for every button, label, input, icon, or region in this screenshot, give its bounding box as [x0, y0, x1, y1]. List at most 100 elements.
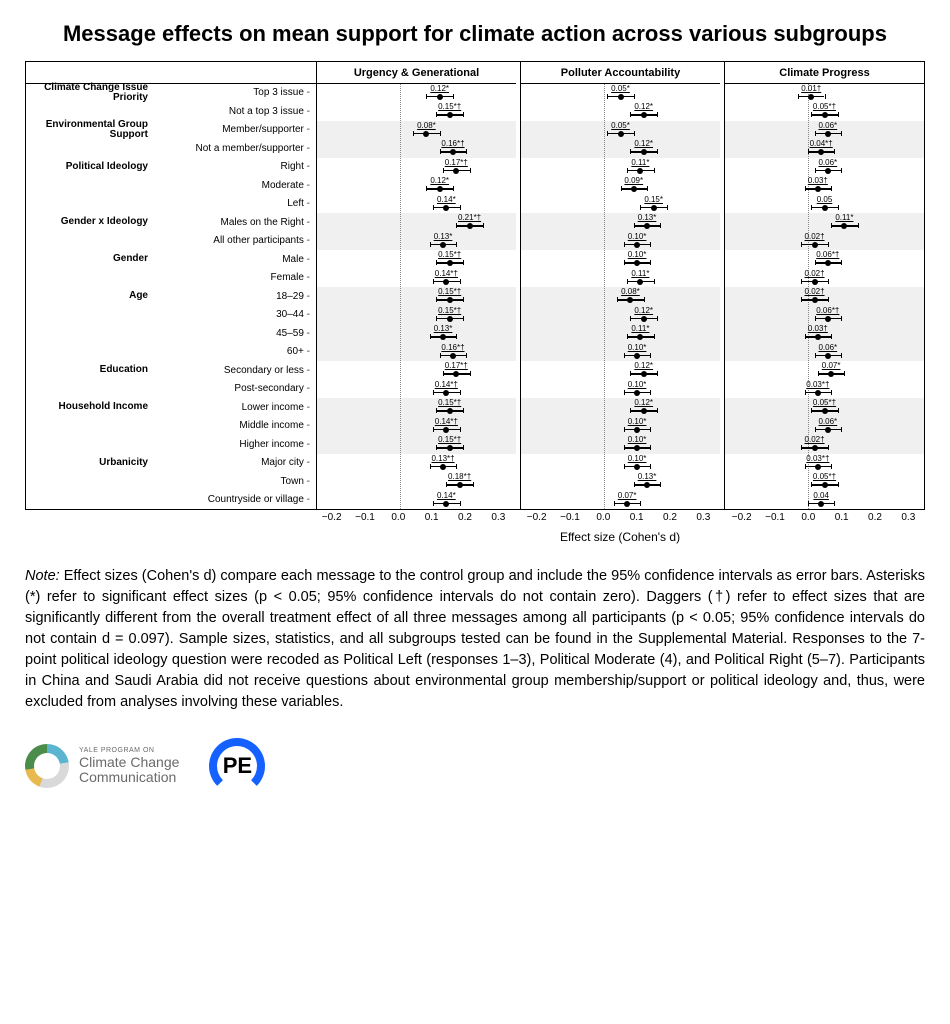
point-row: 0.14*† — [317, 269, 516, 288]
point-row: 0.10* — [521, 250, 720, 269]
point-dot — [423, 131, 429, 137]
point-dot — [825, 131, 831, 137]
row-labels-column: Climate Change Issue PriorityTop 3 issue… — [26, 62, 316, 510]
point-value-label: 0.03† — [808, 324, 828, 333]
group-label: Gender x Ideology — [26, 217, 156, 227]
point-dot — [443, 501, 449, 507]
point-row: 0.14* — [317, 491, 516, 510]
point-dot — [822, 482, 828, 488]
point-row: 0.01† — [725, 84, 924, 103]
forest-plot: Climate Change Issue PriorityTop 3 issue… — [25, 61, 925, 511]
point-value-label: 0.12* — [634, 139, 653, 148]
point-dot — [815, 464, 821, 470]
point-dot — [637, 279, 643, 285]
point-row: 0.14* — [317, 195, 516, 214]
point-dot — [644, 482, 650, 488]
point-dot — [825, 427, 831, 433]
subgroup-label: Not a top 3 issue — [156, 106, 316, 117]
panel-polluter: Polluter Accountability0.05*0.12*0.05*0.… — [520, 62, 720, 510]
point-dot — [450, 149, 456, 155]
point-dot — [627, 297, 633, 303]
panel-progress: Climate Progress0.01†0.05*†0.06*0.04*†0.… — [724, 62, 924, 510]
x-tick: 0.0 — [596, 512, 610, 523]
point-dot — [618, 94, 624, 100]
point-row: 0.02† — [725, 435, 924, 454]
point-value-label: 0.08* — [417, 121, 436, 130]
point-dot — [815, 390, 821, 396]
point-value-label: 0.03*† — [806, 454, 829, 463]
group-label: Environmental Group Support — [26, 120, 156, 140]
point-dot — [641, 149, 647, 155]
label-row: Middle income — [26, 417, 316, 436]
point-value-label: 0.15*† — [438, 287, 461, 296]
x-tick: 0.2 — [663, 512, 677, 523]
point-value-label: 0.13* — [434, 232, 453, 241]
group-label: Education — [26, 365, 156, 375]
point-value-label: 0.13* — [434, 324, 453, 333]
label-row: Town — [26, 472, 316, 491]
point-dot — [818, 501, 824, 507]
subgroup-label: Member/supporter — [156, 124, 316, 135]
label-row: Environmental Group SupportMember/suppor… — [26, 121, 316, 140]
point-value-label: 0.10* — [628, 435, 647, 444]
pe-logo: PE — [209, 738, 265, 794]
point-row: 0.12* — [521, 139, 720, 158]
point-row: 0.12* — [317, 84, 516, 103]
group-label: Age — [26, 291, 156, 301]
point-value-label: 0.02† — [805, 232, 825, 241]
point-dot — [457, 482, 463, 488]
point-dot — [634, 390, 640, 396]
point-dot — [641, 371, 647, 377]
point-dot — [637, 168, 643, 174]
point-dot — [443, 390, 449, 396]
subgroup-label: 60+ — [156, 346, 316, 357]
label-row: Climate Change Issue PriorityTop 3 issue — [26, 84, 316, 103]
axis-panel: −0.2−0.10.00.10.20.3 — [520, 512, 720, 526]
point-row: 0.02† — [725, 232, 924, 251]
label-row: Left — [26, 195, 316, 214]
point-row: 0.06* — [725, 121, 924, 140]
point-dot — [634, 427, 640, 433]
point-dot — [634, 353, 640, 359]
point-dot — [634, 464, 640, 470]
point-row: 0.10* — [521, 343, 720, 362]
label-row: Household IncomeLower income — [26, 398, 316, 417]
point-dot — [641, 408, 647, 414]
panel-urgency: Urgency & Generational0.12*0.15*†0.08*0.… — [316, 62, 516, 510]
point-row: 0.17*† — [317, 158, 516, 177]
point-dot — [651, 205, 657, 211]
point-value-label: 0.15* — [644, 195, 663, 204]
group-label: Climate Change Issue Priority — [26, 83, 156, 103]
label-row: Female — [26, 269, 316, 288]
point-value-label: 0.15*† — [438, 398, 461, 407]
point-value-label: 0.02† — [805, 269, 825, 278]
point-value-label: 0.10* — [628, 380, 647, 389]
point-dot — [815, 186, 821, 192]
point-value-label: 0.10* — [628, 232, 647, 241]
point-row: 0.08* — [317, 121, 516, 140]
point-dot — [812, 242, 818, 248]
point-row: 0.15*† — [317, 287, 516, 306]
point-dot — [447, 112, 453, 118]
point-value-label: 0.05 — [817, 195, 833, 204]
point-dot — [822, 112, 828, 118]
x-tick: 0.2 — [458, 512, 472, 523]
point-dot — [815, 334, 821, 340]
point-row: 0.13*† — [317, 454, 516, 473]
group-label: Urbanicity — [26, 458, 156, 468]
point-row: 0.05* — [521, 84, 720, 103]
point-row: 0.12* — [521, 361, 720, 380]
point-row: 0.10* — [521, 417, 720, 436]
point-value-label: 0.10* — [628, 454, 647, 463]
point-row: 0.11* — [521, 158, 720, 177]
point-value-label: 0.09* — [624, 176, 643, 185]
point-value-label: 0.08* — [621, 287, 640, 296]
point-dot — [437, 186, 443, 192]
subgroup-label: 45–59 — [156, 328, 316, 339]
point-value-label: 0.10* — [628, 417, 647, 426]
pe-logo-text: PE — [223, 753, 252, 779]
point-dot — [447, 297, 453, 303]
point-dot — [447, 408, 453, 414]
plot-body: 0.01†0.05*†0.06*0.04*†0.06*0.03†0.050.11… — [725, 84, 924, 510]
panel-header: Polluter Accountability — [521, 62, 720, 84]
